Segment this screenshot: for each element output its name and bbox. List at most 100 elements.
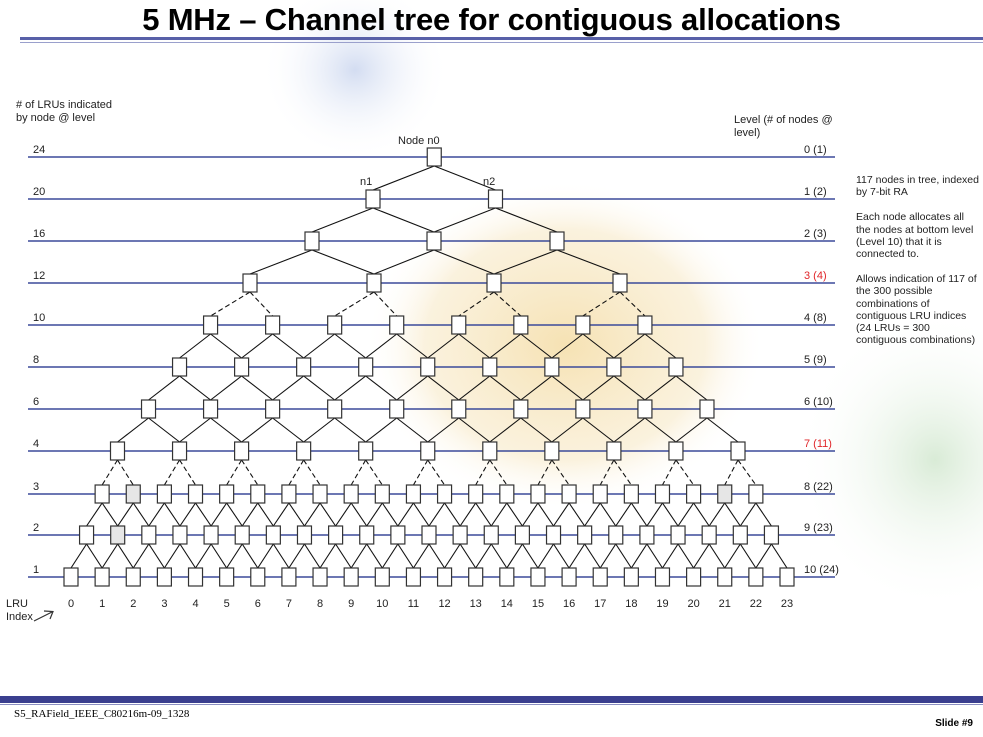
side-notes: 117 nodes in tree, indexed by 7-bit RA E… [856,174,981,359]
tree-edge [241,543,259,569]
tree-edge [396,333,429,359]
lru-index-label: 12 [438,598,450,610]
tree-node [281,567,297,587]
tree-node [452,525,468,545]
tree-node [426,231,442,251]
tree-edge [210,502,228,527]
tree-node [343,567,359,587]
tree-edge [568,543,586,569]
tree-edge [582,375,615,401]
tree-edge [584,543,601,569]
tree-edge [427,375,460,401]
tree-edge [365,333,398,359]
tree-edge [613,333,646,359]
tree-edge-dashed [350,459,367,486]
tree-node [717,567,733,587]
lru-index-label: 16 [563,598,575,610]
tree-edge [444,543,461,569]
root-node-label: Node n0 [398,135,440,147]
tree-edge [179,375,211,401]
lru-index-label: 5 [224,598,230,610]
tree-edge-dashed [661,459,677,486]
tree-node [513,399,529,419]
tree-edge [117,417,149,443]
tree-edge [521,502,539,527]
tree-edge-dashed [210,291,251,317]
tree-edge [241,502,259,527]
tree-edge [521,543,539,569]
green-blob [795,310,983,610]
tree-edge [303,375,336,401]
tree-edge [148,543,165,569]
note-allocation: Each node allocates all the nodes at bot… [856,211,974,261]
tree-edge [630,502,648,527]
tree-edge [272,417,304,443]
tree-edge-dashed [163,459,181,486]
level-lru-count: 24 [33,144,45,156]
lru-index-label: 6 [255,598,261,610]
tree-edge [241,333,273,359]
tree-node [250,484,266,504]
tree-node [608,525,624,545]
tree-edge [148,417,180,443]
tree-node [482,357,498,377]
tree-edge [412,543,430,569]
tree-node [592,567,608,587]
tree-edge-dashed [475,459,491,486]
tree-edge [427,333,460,359]
tree-edge [613,417,646,443]
tree-edge [646,502,663,527]
tree-edge [495,207,558,233]
title-rule [20,37,983,40]
tree-edge [644,417,677,443]
tree-edge [303,333,336,359]
tree-edge [397,543,414,569]
tree-node [156,484,172,504]
tree-edge [288,502,305,527]
tree-edge [599,502,617,527]
tree-node [110,525,126,545]
tree-edge [489,333,522,359]
tree-edge [70,543,88,569]
tree-node [234,357,250,377]
slide-title: 5 MHz – Channel tree for contiguous allo… [142,2,841,37]
tree-edge [493,249,558,275]
tree-node [140,399,157,419]
tree-edge [551,417,584,443]
tree-node [623,484,639,504]
tree-edge [366,502,383,527]
lru-index-label: 15 [532,598,544,610]
tree-node [125,567,141,587]
tree-edge-dashed [724,459,739,486]
tree-node [327,399,343,419]
tree-node [265,525,281,545]
tree-node [343,484,359,504]
tree-edge [490,543,508,569]
tree-edge-dashed [412,459,429,486]
tree-edge [490,502,508,527]
lru-index-label: 1 [99,598,105,610]
tree-node [304,231,320,251]
tree-edge [334,417,367,443]
tree-node [530,567,546,587]
lru-index-label: 19 [656,598,668,610]
level-label: 0 (1) [804,144,827,156]
tree-node [265,399,281,419]
tree-edge-dashed [101,459,118,486]
tree-node [156,567,172,587]
tree-node [390,525,406,545]
tree-node [250,567,266,587]
lru-index-label: 21 [719,598,731,610]
tree-edge-dashed [551,459,570,486]
tree-edge-dashed [537,459,553,486]
tree-node [374,567,390,587]
tree-node [763,525,780,545]
tree-node [234,525,250,545]
tree-node [499,484,515,504]
lru-index-label: 20 [687,598,699,610]
tree-node [575,399,591,419]
level-lru-count: 10 [33,312,45,324]
tree-node [487,189,504,209]
note-combinations: Allows indication of 117 of the 300 poss… [856,273,977,347]
tree-node [202,315,219,335]
